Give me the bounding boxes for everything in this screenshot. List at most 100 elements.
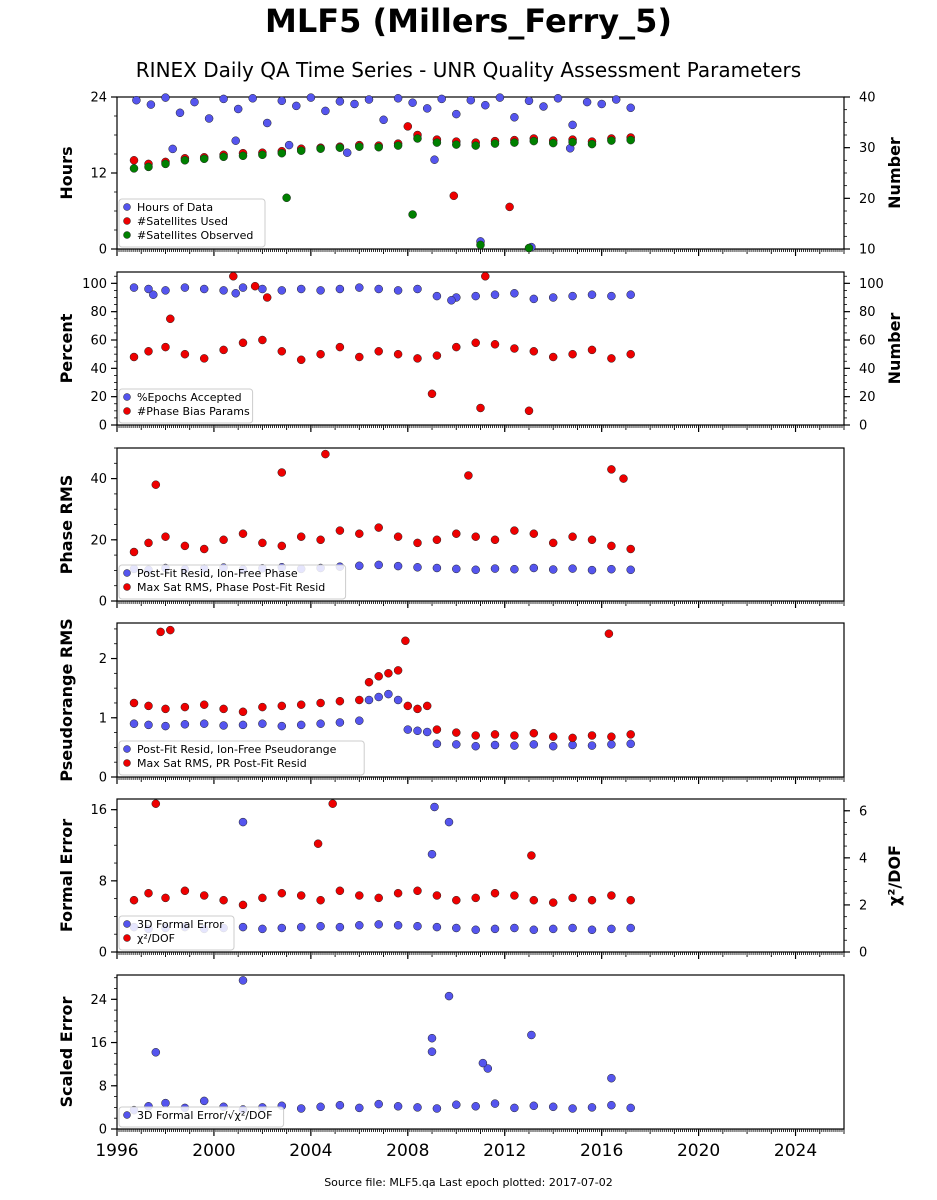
y-axis-label: Formal Error <box>57 819 76 932</box>
data-point <box>335 1100 345 1110</box>
y-axis-label: Percent <box>57 313 76 383</box>
data-point <box>568 740 577 750</box>
data-point <box>393 561 403 571</box>
data-point <box>335 342 345 352</box>
data-point <box>166 314 175 324</box>
data-point <box>258 538 267 548</box>
y-tick-label: 2 <box>99 652 107 667</box>
data-point <box>432 922 442 932</box>
data-point <box>238 529 248 538</box>
data-point <box>510 138 519 147</box>
y-right-tick-label: 100 <box>859 277 884 292</box>
y-tick-label: 0 <box>99 243 107 258</box>
data-point <box>587 1103 597 1112</box>
data-point <box>277 468 287 477</box>
data-point <box>132 95 141 105</box>
data-point <box>510 344 519 353</box>
y-right-tick-label: 4 <box>859 851 867 866</box>
data-point <box>626 103 635 113</box>
data-point <box>626 923 635 933</box>
data-point <box>437 94 446 104</box>
data-point <box>607 465 616 474</box>
data-point <box>587 741 597 750</box>
data-point <box>449 191 459 201</box>
data-point <box>277 286 287 295</box>
y-right-tick-label: 40 <box>859 362 876 377</box>
legend-box <box>118 740 365 776</box>
data-point <box>199 354 209 363</box>
y-tick-label: 0 <box>99 1123 107 1138</box>
data-point <box>316 286 325 295</box>
data-point <box>393 286 403 295</box>
data-point <box>452 1100 461 1109</box>
data-point <box>258 150 267 160</box>
data-point <box>478 1058 488 1068</box>
data-point <box>296 891 306 900</box>
data-point <box>180 541 190 551</box>
data-point <box>490 1099 500 1108</box>
data-point <box>129 698 139 708</box>
data-point <box>597 99 606 109</box>
data-point <box>413 704 422 714</box>
data-point <box>219 721 228 730</box>
data-point <box>262 293 272 302</box>
data-point <box>626 565 635 575</box>
data-point <box>316 895 325 905</box>
data-point <box>401 636 410 646</box>
data-point <box>483 1064 493 1073</box>
data-point <box>161 1098 170 1108</box>
data-point <box>490 535 500 545</box>
data-point <box>316 719 325 728</box>
data-point <box>258 335 267 345</box>
data-point <box>296 146 306 155</box>
data-point <box>447 296 456 305</box>
y-tick-label: 0 <box>99 946 107 961</box>
legend-marker <box>123 934 131 942</box>
data-point <box>364 695 374 705</box>
data-point <box>161 342 170 352</box>
data-point <box>149 290 158 299</box>
data-point <box>471 893 480 903</box>
data-point <box>611 95 621 104</box>
y-tick-label: 100 <box>82 277 107 292</box>
x-tick-label: 2016 <box>580 1141 623 1161</box>
data-point <box>238 707 248 717</box>
y-tick-label: 0 <box>99 595 107 610</box>
data-point <box>510 891 519 900</box>
data-point <box>529 895 539 905</box>
data-point <box>607 541 616 551</box>
legend-marker <box>123 569 131 577</box>
data-point <box>151 1048 161 1057</box>
data-point <box>229 272 238 281</box>
data-point <box>539 102 548 111</box>
data-point <box>427 389 437 399</box>
data-point <box>180 156 190 165</box>
data-point <box>430 155 439 164</box>
data-point <box>393 349 403 359</box>
data-point <box>619 474 628 483</box>
data-point <box>374 523 383 532</box>
data-point <box>587 895 597 905</box>
x-tick-label: 2024 <box>774 1141 817 1161</box>
data-point <box>432 1104 442 1113</box>
data-point <box>277 923 287 933</box>
data-point <box>527 851 536 860</box>
data-point <box>258 924 267 934</box>
y-tick-label: 0 <box>99 771 107 786</box>
data-point <box>296 355 306 365</box>
data-point <box>432 138 442 147</box>
data-point <box>529 925 539 935</box>
data-point <box>238 817 248 827</box>
data-point <box>393 666 403 675</box>
data-point <box>277 541 287 551</box>
data-point <box>219 345 228 355</box>
data-point <box>328 799 337 808</box>
data-point <box>393 532 403 541</box>
data-point <box>161 704 170 714</box>
data-point <box>427 1033 437 1043</box>
data-point <box>219 704 228 714</box>
data-point <box>151 799 161 808</box>
data-point <box>553 94 563 103</box>
y-tick-label: 12 <box>90 167 107 182</box>
data-point <box>190 97 199 107</box>
